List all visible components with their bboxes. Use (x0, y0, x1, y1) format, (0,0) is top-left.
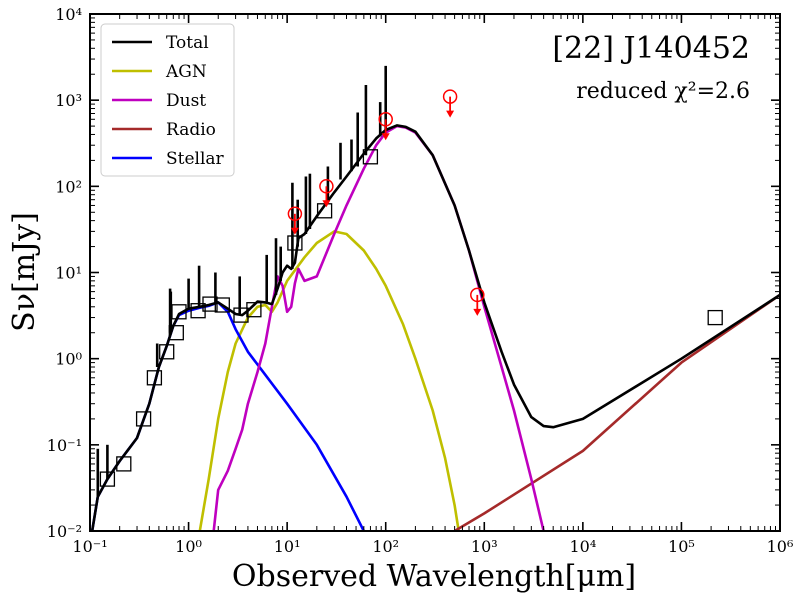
chart-title: [22] J140452 (552, 31, 750, 66)
legend-entry-total: Total (112, 33, 209, 53)
photometry-point (99, 471, 116, 487)
photometry-point (171, 304, 187, 320)
series-line-radio (453, 293, 780, 531)
upper-limit-marker (287, 206, 303, 235)
photometry-point (146, 370, 163, 386)
series-line-agn (198, 230, 460, 531)
legend-entry-agn: AGN (112, 62, 207, 82)
photometry-point (159, 344, 175, 360)
y-tick-label: 10² (55, 177, 82, 196)
x-axis-title: Observed Wavelength[μm] (232, 559, 636, 594)
photometry-point (214, 297, 230, 313)
legend-entry-radio: Radio (112, 120, 216, 140)
photometry-point (246, 302, 262, 318)
chart-subtitle: reduced χ²=2.6 (576, 79, 750, 104)
legend-entry-dust: Dust (112, 91, 206, 111)
photometry-point (362, 149, 379, 165)
legend-label: AGN (165, 62, 207, 82)
ticks-layer: 10⁻¹ 10⁰ 10¹ 10² 10³ 10⁴ 10⁵ 10⁶10⁻²10⁻¹10⁰10¹1… (47, 5, 794, 556)
y-tick-label: 10³ (55, 91, 82, 110)
photometry-point (707, 309, 723, 326)
legend-label: Dust (166, 91, 206, 111)
upper-limit-marker (378, 112, 393, 141)
y-axis-title: Sν[mJy] (7, 212, 42, 332)
photometry-point (202, 296, 218, 312)
x-tick-label: 10³ (471, 537, 498, 556)
legend-box (100, 23, 235, 177)
upper-limit-marker (470, 287, 485, 316)
x-tick-label: 10¹ (274, 537, 301, 556)
y-tick-label: 10¹ (55, 264, 82, 283)
legend-label: Total (166, 33, 209, 53)
markers-layer (99, 89, 723, 487)
photometry-point (116, 456, 132, 472)
legend-entries: Total AGN Dust Radio Stellar (112, 33, 225, 169)
upper-limit-marker (319, 179, 334, 208)
y-tick-label: 10⁻¹ (47, 436, 82, 455)
x-tick-label: 10⁴ (569, 537, 596, 556)
photometry-point (233, 307, 249, 323)
photometry-point (287, 235, 303, 251)
legend-label: Radio (166, 120, 216, 140)
legend-label: Stellar (166, 149, 225, 169)
x-tick-label: 10⁰ (175, 537, 202, 556)
x-tick-label: 10² (372, 537, 399, 556)
legend: Total AGN Dust Radio Stellar (100, 23, 235, 177)
x-tick-label: 10⁵ (668, 537, 695, 556)
y-tick-label: 10⁰ (55, 350, 82, 369)
upper-limit-marker (442, 89, 458, 118)
x-tick-label: 10⁶ (767, 537, 794, 556)
legend-entry-stellar: Stellar (112, 149, 225, 169)
y-tick-label: 10⁴ (55, 5, 82, 24)
photometry-point (168, 325, 184, 341)
y-tick-label: 10⁻² (47, 522, 82, 541)
photometry-point (135, 411, 152, 427)
x-tick-label: 10⁻¹ (72, 537, 107, 556)
